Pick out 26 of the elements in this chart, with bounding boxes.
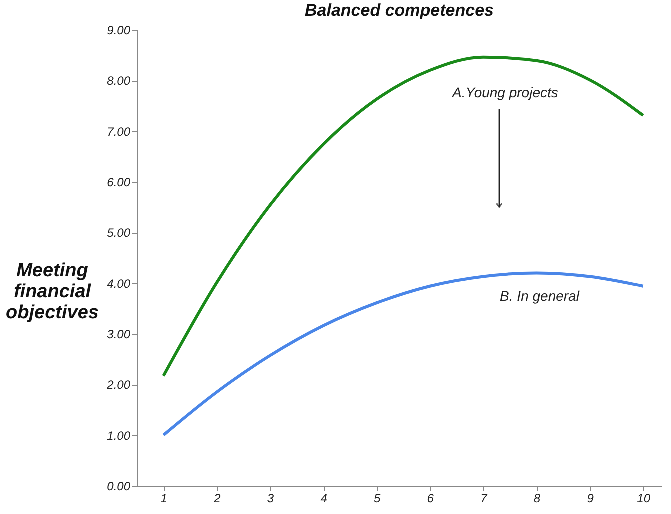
x-tick-label: 3 [267,492,274,506]
line-series [162,272,645,437]
y-tick-label: 2.00 [106,378,131,392]
y-tick-label: 4.00 [107,276,131,291]
x-tick-label: 2 [213,492,222,506]
x-tick-label: 9 [587,492,594,506]
line-series [162,56,645,378]
y-tick-label: 8.00 [107,74,131,88]
x-tick-label: 1 [160,492,168,506]
y-tick-label: 3.00 [107,328,131,342]
x-tick-label: 7 [480,492,489,506]
y-tick-label: 9.00 [107,24,131,38]
x-tick-label: 5 [374,492,382,506]
y-tick-label: 5.00 [107,226,131,240]
series-label: B. In general [500,288,580,304]
y-tick-label: 6.00 [107,176,131,190]
x-tick-label: 8 [534,492,541,506]
y-tick-label: 0.00 [107,480,131,494]
x-tick-label: 10 [637,492,651,506]
x-tick-label: 4 [320,492,328,506]
y-tick-label: 1.00 [107,428,131,443]
chart-title: Balanced competences [305,1,494,20]
y-axis-title: Meeting financial objectives [6,260,99,324]
x-tick-label: 6 [427,492,434,506]
y-tick-label: 7.00 [107,124,131,139]
series-label: A.Young projects [452,84,558,100]
